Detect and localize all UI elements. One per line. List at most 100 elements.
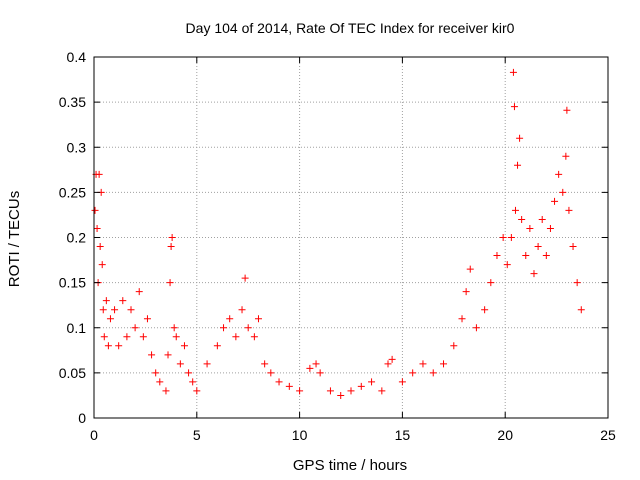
data-point xyxy=(347,387,355,395)
data-point xyxy=(119,297,127,305)
data-point xyxy=(152,369,160,377)
data-point xyxy=(569,243,577,251)
data-point xyxy=(530,270,538,278)
data-point xyxy=(226,315,234,323)
data-point xyxy=(131,324,139,332)
data-point xyxy=(148,351,156,359)
data-point xyxy=(275,378,283,386)
data-point xyxy=(551,197,559,205)
data-point xyxy=(185,369,193,377)
data-point xyxy=(487,279,495,287)
data-point xyxy=(296,387,304,395)
data-point xyxy=(261,360,269,368)
data-point xyxy=(316,369,324,377)
y-tick-label: 0.05 xyxy=(59,365,86,381)
data-point xyxy=(193,387,201,395)
data-point xyxy=(123,333,131,341)
data-point xyxy=(542,252,550,260)
data-point xyxy=(398,378,406,386)
data-point xyxy=(384,360,392,368)
data-point xyxy=(337,391,345,399)
data-point xyxy=(254,315,262,323)
data-point xyxy=(429,369,437,377)
data-point xyxy=(419,360,427,368)
data-point xyxy=(170,324,178,332)
data-point xyxy=(555,170,563,178)
data-point xyxy=(357,382,365,390)
data-point xyxy=(180,342,188,350)
data-point xyxy=(127,306,135,314)
y-tick-label: 0.3 xyxy=(67,139,87,155)
data-point xyxy=(472,324,480,332)
data-point xyxy=(267,369,275,377)
data-point xyxy=(526,224,534,232)
y-tick-label: 0.25 xyxy=(59,184,86,200)
axes: 0 5 10 15 20 25 0 0.05 0.1 0.15 0.2 0.25 0.3 0.35 0.4 xyxy=(59,49,616,443)
data-point xyxy=(100,333,108,341)
y-tick-label: 0.35 xyxy=(59,94,86,110)
data-point xyxy=(312,360,320,368)
data-point xyxy=(104,342,112,350)
data-point xyxy=(503,261,511,269)
data-point xyxy=(514,161,522,169)
data-point xyxy=(522,252,530,260)
y-tick-label: 0 xyxy=(78,410,86,426)
data-points xyxy=(91,68,585,399)
data-point xyxy=(450,342,458,350)
y-tick-label: 0.15 xyxy=(59,275,86,291)
data-point xyxy=(538,215,546,223)
x-tick-label: 0 xyxy=(90,427,98,443)
data-point xyxy=(559,188,567,196)
data-point xyxy=(409,369,417,377)
data-point xyxy=(510,103,518,111)
data-point xyxy=(111,306,119,314)
data-point xyxy=(91,206,99,214)
data-point xyxy=(250,333,258,341)
data-point xyxy=(388,355,396,363)
data-point xyxy=(511,206,519,214)
data-point xyxy=(156,378,164,386)
data-point xyxy=(326,387,334,395)
data-point xyxy=(466,265,474,273)
data-point xyxy=(95,170,103,178)
data-point xyxy=(98,261,106,269)
data-point xyxy=(462,288,470,296)
data-point xyxy=(164,351,172,359)
x-tick-label: 10 xyxy=(292,427,308,443)
data-point xyxy=(238,306,246,314)
data-point xyxy=(577,306,585,314)
data-point xyxy=(509,68,517,76)
data-point xyxy=(565,206,573,214)
y-tick-label: 0.1 xyxy=(67,320,87,336)
data-point xyxy=(143,315,151,323)
chart-title: Day 104 of 2014, Rate Of TEC Index for r… xyxy=(186,20,515,36)
data-point xyxy=(220,324,228,332)
x-tick-label: 25 xyxy=(600,427,616,443)
data-point xyxy=(189,378,197,386)
x-axis-label: GPS time / hours xyxy=(293,457,407,474)
y-tick-label: 0.4 xyxy=(67,49,87,65)
data-point xyxy=(241,274,249,282)
data-point xyxy=(499,234,507,241)
data-point xyxy=(96,243,104,251)
y-tick-label: 0.2 xyxy=(67,230,87,246)
plot-border xyxy=(93,56,609,419)
data-point xyxy=(440,360,448,368)
data-point xyxy=(115,342,123,350)
data-point xyxy=(563,106,571,114)
data-point xyxy=(458,315,466,323)
data-point xyxy=(546,224,554,232)
data-point xyxy=(534,243,542,251)
data-point xyxy=(167,243,175,251)
data-point xyxy=(516,134,524,142)
data-point xyxy=(518,215,526,223)
data-point xyxy=(139,333,147,341)
data-point xyxy=(213,342,221,350)
data-point xyxy=(378,387,386,395)
data-point xyxy=(481,306,489,314)
data-point xyxy=(244,324,252,332)
data-point xyxy=(162,387,170,395)
data-point xyxy=(106,315,114,323)
data-point xyxy=(172,333,180,341)
data-point xyxy=(102,297,110,305)
